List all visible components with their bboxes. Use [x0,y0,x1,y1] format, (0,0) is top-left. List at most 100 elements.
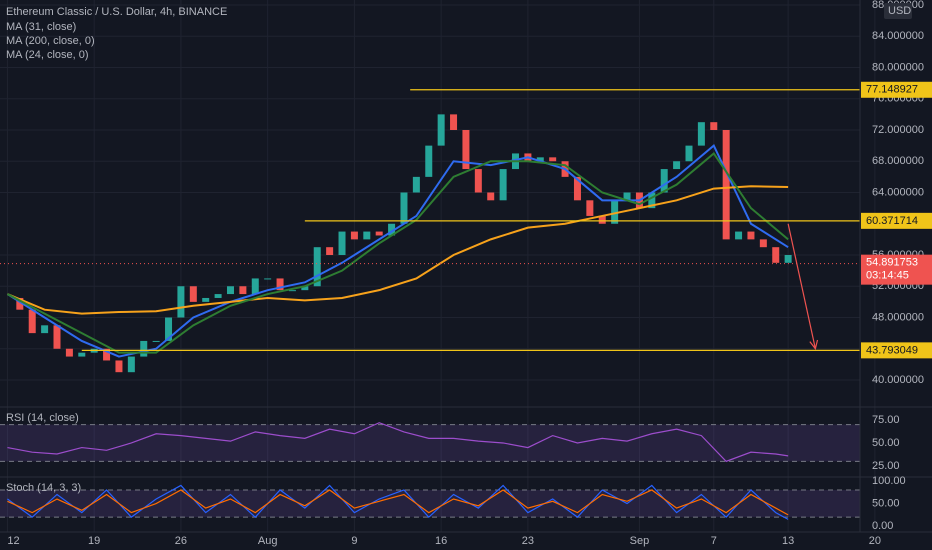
level-tag [861,81,932,98]
pane-title: Stoch (14, 3, 3) [6,482,81,494]
band [0,489,860,518]
band [0,424,860,462]
pane-title: RSI (14, close) [6,412,79,424]
candle [536,157,544,162]
candle [326,247,334,255]
x-tick-label: 9 [351,535,357,547]
x-tick-label: 20 [869,535,881,547]
candle [499,169,507,201]
candle [239,286,247,295]
y-tick-label: 75.00 [872,414,900,426]
candle [41,325,49,334]
arrow-head [809,339,819,351]
y-tick-label: 50.00 [872,497,900,509]
y-tick-label: 25.00 [872,460,900,472]
arrow-line [787,223,816,349]
candle [165,317,173,341]
candle [251,278,259,295]
series-line [7,489,789,516]
candle [462,130,470,170]
x-tick-label: 12 [7,535,19,547]
candle [586,200,594,216]
last-price-tag [861,254,932,285]
x-tick-label: 23 [522,535,534,547]
candle [177,286,185,318]
x-tick-label: Aug [258,535,278,547]
candle [437,114,445,146]
candle [16,297,24,310]
candle [202,297,210,302]
legend-entry: MA (24, close, 0) [6,49,89,61]
candle [388,223,396,236]
candle [450,114,458,130]
candle [78,352,86,357]
y-tick-label: 40.000000 [872,374,924,386]
y-tick-label: 48.000000 [872,311,924,323]
legend-entry: MA (31, close) [6,21,76,33]
candle [65,348,73,357]
candle [673,161,681,170]
candle [474,169,482,193]
candle [697,122,705,146]
candle [301,286,309,291]
x-tick-label: 26 [175,535,187,547]
candle [288,290,296,292]
chart-title: Ethereum Classic / U.S. Dollar, 4h, BINA… [6,6,227,18]
candle [685,145,693,162]
y-tick-label: 68.000000 [872,155,924,167]
candle [363,231,371,240]
candle [313,247,321,287]
candle [127,356,135,373]
candle [400,192,408,224]
candle [487,192,495,201]
candle [710,122,718,130]
y-tick-label: 84.000000 [872,30,924,42]
y-tick-label: 50.00 [872,437,900,449]
level-tag [861,212,932,229]
candle [350,231,358,240]
last-price-label: 54.891753 [866,257,918,269]
candle [214,294,222,298]
candle [53,325,61,349]
candle [573,176,581,201]
candle [598,215,606,224]
candle [264,278,272,280]
candle [747,231,755,240]
candle [549,157,557,162]
currency-tag [884,3,912,19]
candle [611,200,619,224]
legend-entry: MA (200, close, 0) [6,35,95,47]
candle [152,340,160,342]
candle [103,348,111,361]
series-line [7,484,789,520]
candle [189,286,197,302]
candle [140,340,148,357]
series-line [6,151,789,354]
candle [375,231,383,236]
series-line [7,185,789,315]
candle [276,278,284,291]
candle [759,239,767,248]
level-label: 60.371714 [866,215,918,227]
candle [115,360,123,373]
level-label: 43.793049 [866,344,918,356]
y-tick-label: 72.000000 [872,124,924,136]
y-tick-label: 64.000000 [872,186,924,198]
candle [226,286,234,295]
candle [735,231,743,240]
candle [772,247,780,263]
candle [412,176,420,193]
candle [660,169,668,193]
level-tag [861,342,932,359]
x-tick-label: 19 [88,535,100,547]
y-tick-label: 100.00 [872,475,906,487]
candle [338,231,346,255]
x-tick-label: 16 [435,535,447,547]
candle [648,192,656,209]
candle [28,309,36,334]
countdown: 03:14:45 [866,270,909,282]
series-line [7,422,789,463]
y-tick-label: 80.000000 [872,61,924,73]
